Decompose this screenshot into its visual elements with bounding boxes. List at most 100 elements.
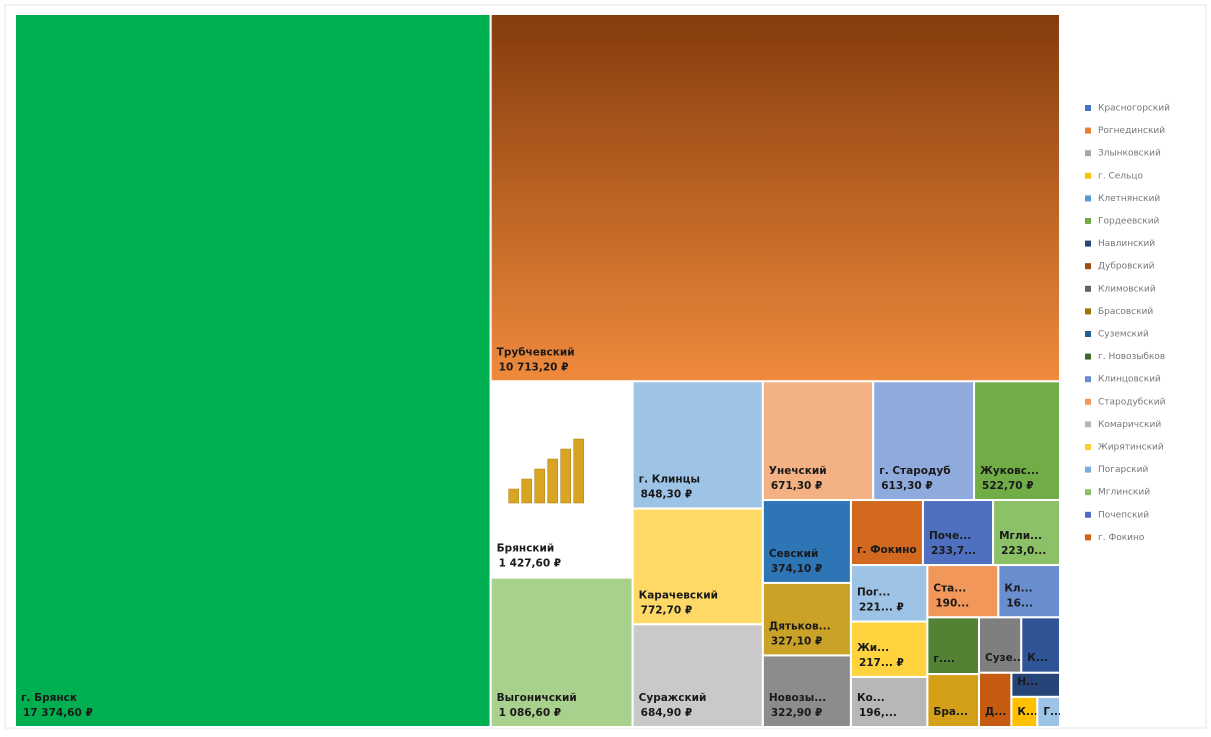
legend-label: Брасовский: [1098, 307, 1153, 317]
tile-label: Д...: [985, 706, 1006, 718]
tile: Дятьков... 327,10 ₽: [761, 581, 852, 657]
tile-label: Г...: [1043, 706, 1062, 718]
tile-value: 772,70 ₽: [641, 604, 692, 616]
tile: Ко... 196,...: [849, 675, 929, 729]
tile-label: Брянский: [497, 543, 555, 555]
legend-swatch: [1085, 331, 1091, 337]
tile-rect: [926, 673, 981, 728]
legend-swatch: [1085, 511, 1091, 518]
tile: Выгоничский 1 086,60 ₽: [489, 576, 634, 728]
tile-rect: [849, 499, 924, 567]
tile-label: г. Клинцы: [639, 473, 700, 485]
tile-rect: [761, 654, 852, 729]
tile-value: 522,70 ₽: [982, 480, 1033, 492]
tile-value: 684,90 ₽: [641, 707, 692, 719]
legend-swatch: [1085, 421, 1091, 428]
coin-stack: [560, 448, 571, 504]
legend-label: Почепский: [1098, 510, 1149, 520]
tile-rect: [921, 499, 995, 567]
legend-label: Клетнянский: [1098, 194, 1160, 204]
tile-label: г....: [933, 653, 954, 665]
tile-label: г. Стародуб: [879, 465, 950, 477]
tile-label: Ста...: [933, 582, 966, 594]
legend-label: Суземский: [1098, 330, 1149, 340]
tile: г. Фокино: [849, 499, 924, 567]
tile: г. Стародуб 613,30 ₽: [872, 380, 976, 502]
legend-label: Жирятинский: [1098, 443, 1164, 453]
tile: Бра...: [926, 673, 981, 728]
tile-rect: [489, 13, 1062, 383]
tile-label: К...: [1017, 706, 1038, 718]
tile-rect: [849, 675, 929, 729]
tile-label: Суражский: [639, 692, 707, 704]
coin-stack: [547, 458, 558, 504]
tile-value: 1 427,60 ₽: [499, 558, 561, 570]
tile-label: Поче...: [929, 530, 971, 542]
tile: г. Брянск 17 374,60 ₽: [14, 13, 492, 728]
legend-label: Климовский: [1098, 284, 1156, 294]
frame: [4, 4, 1207, 729]
tile: Жи... 217... ₽: [849, 620, 929, 678]
tile: Брянский 1 427,60 ₽: [489, 380, 634, 579]
tile: К...: [1010, 695, 1039, 729]
tile-value: 848,30 ₽: [641, 488, 692, 500]
tile-rect: [761, 499, 852, 584]
tile: Н...: [1010, 671, 1062, 698]
tile-value: 322,90 ₽: [771, 707, 822, 719]
tile-rect: [978, 671, 1013, 728]
tile-value: 223,0...: [1001, 545, 1046, 557]
tile-label: К...: [1027, 652, 1048, 664]
tile-rect: [631, 380, 764, 510]
tile: Севский 374,10 ₽: [761, 499, 852, 584]
legend-swatch: [1085, 534, 1091, 541]
tile-label: Дятьков...: [769, 620, 831, 632]
tile-value: 10 713,20 ₽: [499, 361, 569, 373]
tile-label: Унечский: [769, 465, 827, 477]
legend: Красногорский Рогнединский Злынковский г. С…: [1085, 104, 1170, 543]
tile-label: Сузе...: [985, 652, 1025, 664]
tile-label: Севский: [769, 548, 819, 560]
tile-label: Жи...: [857, 642, 889, 654]
legend-label: Стародубский: [1098, 397, 1166, 407]
tile-rect: [849, 620, 929, 678]
coin-stack: [508, 488, 519, 504]
legend-swatch: [1085, 240, 1091, 247]
tile-value: 327,10 ₽: [771, 635, 822, 647]
tile-label: Н...: [1017, 676, 1038, 688]
legend-swatch: [1085, 150, 1091, 157]
tile-value: 196,...: [859, 707, 897, 719]
tile-value: 1 086,60 ₽: [499, 707, 561, 719]
tile: Жуковс... 522,70 ₽: [973, 380, 1062, 502]
tile-label: Кл...: [1004, 582, 1032, 594]
tile: г....: [926, 616, 981, 676]
tile-value: 613,30 ₽: [881, 480, 932, 492]
tile-label: Карачевский: [639, 589, 718, 601]
tile-rect: [761, 581, 852, 657]
legend-label: г. Фокино: [1098, 533, 1145, 543]
tile-label: Бра...: [933, 706, 968, 718]
tile-rect: [872, 380, 976, 502]
legend-swatch: [1085, 172, 1091, 179]
tile-value: 374,10 ₽: [771, 563, 822, 575]
tile-rect: [489, 576, 634, 728]
tile-label: г. Брянск: [21, 692, 77, 704]
coin-stack: [521, 478, 532, 504]
legend-label: Погарский: [1098, 465, 1148, 475]
tile-label: Пог...: [857, 587, 890, 599]
legend-label: Рогнединский: [1098, 126, 1165, 136]
legend-swatch: [1085, 285, 1091, 292]
tile-rect: [1036, 695, 1062, 729]
legend-swatch: [1085, 127, 1091, 134]
tile-value: 16...: [1006, 597, 1033, 609]
tile-value: 233,7...: [931, 545, 976, 557]
tile-label: Трубчевский: [497, 346, 575, 358]
legend-label: Дубровский: [1098, 262, 1155, 272]
tile-label: Новозы...: [769, 692, 826, 704]
legend-swatch: [1085, 398, 1091, 405]
legend-swatch: [1085, 263, 1091, 270]
tile-rect: [14, 13, 492, 728]
tile-value: 190...: [935, 597, 969, 609]
tile-value: 221... ₽: [859, 602, 904, 614]
tile-rect: [1010, 695, 1039, 729]
